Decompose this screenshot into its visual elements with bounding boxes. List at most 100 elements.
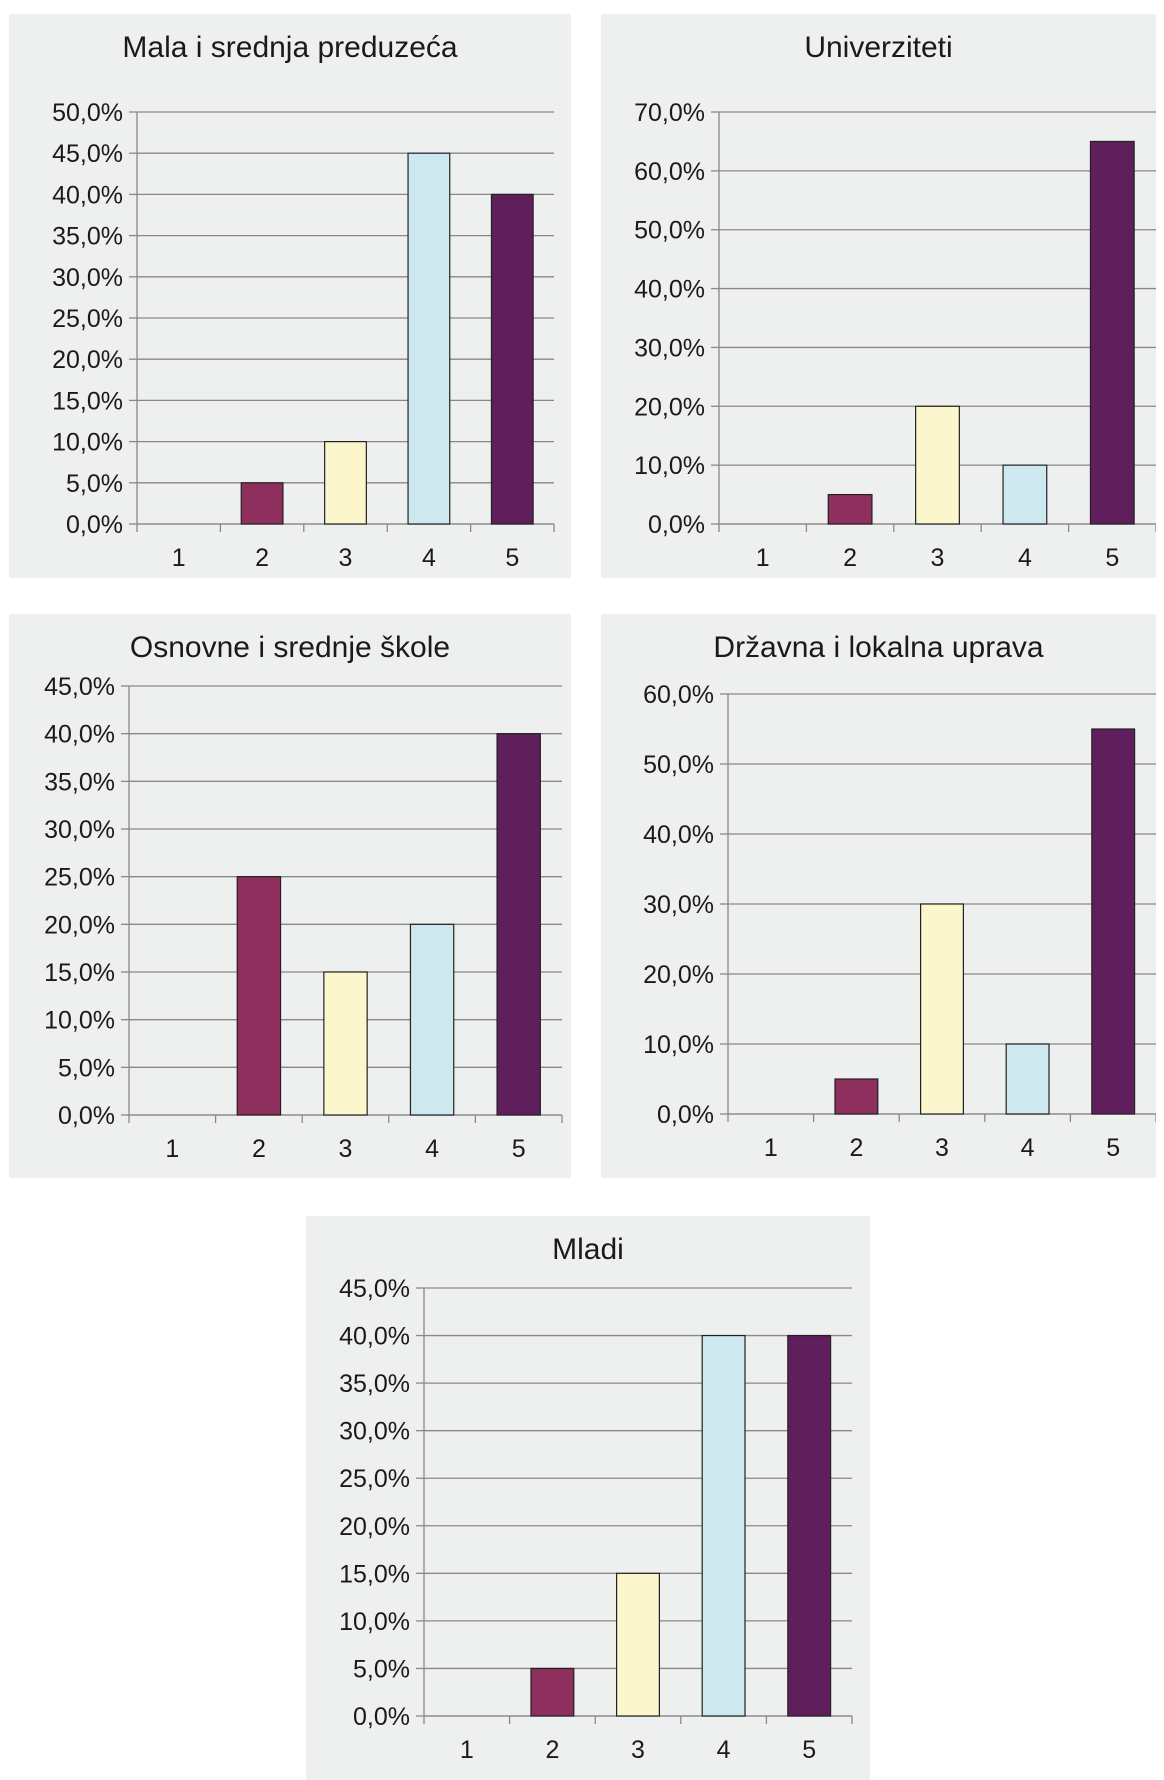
x-tick-label: 3 [339, 1135, 353, 1163]
x-tick-label: 1 [172, 544, 186, 572]
bar-3 [324, 441, 367, 525]
y-tick-label: 15,0% [339, 1560, 410, 1588]
y-tick-label: 40,0% [634, 276, 705, 304]
x-tick-label: 1 [460, 1736, 474, 1764]
bar-2 [240, 482, 284, 525]
y-tick-label: 70,0% [634, 99, 705, 127]
y-tick-label: 0,0% [58, 1102, 115, 1130]
y-tick-label: 30,0% [634, 334, 705, 362]
y-tick-label: 10,0% [339, 1608, 410, 1636]
x-tick-label: 2 [843, 544, 857, 572]
y-tick-label: 25,0% [44, 864, 115, 892]
y-tick-label: 45,0% [44, 673, 115, 701]
bar-5 [787, 1334, 832, 1717]
y-tick-label: 40,0% [339, 1323, 410, 1351]
y-tick-label: 25,0% [52, 305, 123, 333]
y-tick-label: 0,0% [66, 511, 123, 539]
y-tick-label: 20,0% [52, 346, 123, 374]
x-tick-label: 5 [512, 1135, 526, 1163]
x-tick-label: 1 [756, 544, 770, 572]
chart-svg: Osnovne i srednje škole 0,0% 5,0% 10,0% 15,0… [44, 631, 563, 1163]
y-tick-label: 40,0% [44, 721, 115, 749]
bar-4 [407, 152, 451, 525]
bar-4 [1002, 464, 1048, 525]
x-tick-label: 2 [545, 1736, 559, 1764]
chart-panel-univerziteti: Univerziteti 0,0% 10,0% 20,0% 30,0% 40,0% 50,0… [601, 14, 1156, 578]
y-tick-label: 30,0% [44, 816, 115, 844]
y-tick-label: 20,0% [643, 961, 714, 989]
bar-2 [827, 493, 873, 525]
y-tick-label: 20,0% [634, 393, 705, 421]
y-tick-label: 60,0% [643, 681, 714, 709]
chart-title: Osnovne i srednje škole [130, 631, 450, 664]
y-tick-label: 35,0% [44, 768, 115, 796]
y-tick-label: 30,0% [339, 1418, 410, 1446]
y-tick-label: 20,0% [44, 911, 115, 939]
y-tick-label: 50,0% [52, 99, 123, 127]
x-tick-label: 2 [849, 1134, 863, 1162]
y-tick-label: 10,0% [643, 1031, 714, 1059]
bar-5 [490, 193, 534, 525]
bar-4 [409, 923, 455, 1116]
y-tick-label: 5,0% [353, 1655, 410, 1683]
y-tick-label: 40,0% [52, 181, 123, 209]
chart-title: Mala i srednja preduzeća [122, 31, 458, 64]
x-tick-label: 4 [1018, 544, 1032, 572]
y-tick-label: 60,0% [634, 158, 705, 186]
x-tick-label: 5 [1105, 544, 1119, 572]
y-tick-label: 30,0% [643, 891, 714, 919]
bar-4 [701, 1334, 746, 1717]
bar-3 [616, 1572, 661, 1717]
x-tick-label: 3 [935, 1134, 949, 1162]
bar-5 [1089, 140, 1135, 525]
chart-title: Mladi [552, 1233, 624, 1266]
y-tick-label: 45,0% [339, 1275, 410, 1303]
chart-svg: Mala i srednja preduzeća 0,0% 5,0% 10,0% 15,… [52, 31, 555, 572]
chart-svg: Državna i lokalna uprava 0,0% 10,0% 20,0% 30… [643, 631, 1156, 1162]
y-tick-label: 15,0% [44, 959, 115, 987]
y-tick-label: 15,0% [52, 387, 123, 415]
y-tick-label: 0,0% [657, 1101, 714, 1129]
x-tick-label: 2 [255, 544, 269, 572]
chart-svg: Mladi0,0%5,0%10,0%15,0%20,0%25,0%30,0%35… [339, 1233, 853, 1764]
y-tick-label: 35,0% [339, 1370, 410, 1398]
bar-3 [915, 405, 960, 525]
x-tick-label: 4 [1021, 1134, 1035, 1162]
x-tick-label: 1 [764, 1134, 778, 1162]
x-tick-label: 1 [165, 1135, 179, 1163]
y-tick-label: 40,0% [643, 821, 714, 849]
y-tick-label: 35,0% [52, 223, 123, 251]
y-tick-label: 10,0% [52, 429, 123, 457]
bar-5 [1091, 728, 1136, 1115]
x-tick-label: 5 [802, 1736, 816, 1764]
bar-5 [496, 733, 541, 1116]
x-tick-label: 4 [717, 1736, 731, 1764]
y-tick-label: 0,0% [353, 1703, 410, 1731]
y-tick-label: 10,0% [44, 1007, 115, 1035]
y-tick-label: 50,0% [634, 217, 705, 245]
bar-2 [834, 1078, 879, 1115]
y-tick-label: 20,0% [339, 1513, 410, 1541]
chart-panel-drzavna-i-lokalna-uprava: Državna i lokalna uprava 0,0% 10,0% 20,0% 30… [601, 614, 1156, 1178]
chart-panel-mladi: Mladi 0,0% 5,0% 10,0% 15,0% 20,0% 25,0% 30,0% 35… [306, 1216, 870, 1780]
y-tick-label: 50,0% [643, 751, 714, 779]
x-tick-label: 2 [252, 1135, 266, 1163]
bar-2 [236, 876, 282, 1116]
y-tick-label: 25,0% [339, 1465, 410, 1493]
chart-title: Univerziteti [804, 31, 952, 64]
x-tick-label: 3 [631, 1736, 645, 1764]
bar-4 [1005, 1043, 1050, 1115]
x-tick-label: 4 [425, 1135, 439, 1163]
y-tick-label: 45,0% [52, 140, 123, 168]
y-tick-label: 5,0% [66, 470, 123, 498]
bar-3 [920, 903, 965, 1115]
chart-panel-mala-i-srednja-preduzeca: Mala i srednja preduzeća 0,0% 5,0% 10,0% 15,… [9, 14, 571, 578]
y-tick-label: 0,0% [648, 511, 705, 539]
bar-3 [323, 971, 368, 1116]
y-tick-label: 10,0% [634, 452, 705, 480]
chart-svg: Univerziteti 0,0% 10,0% 20,0% 30,0% 40,0% 50,0… [634, 31, 1156, 572]
x-tick-label: 3 [931, 544, 945, 572]
y-tick-label: 30,0% [52, 264, 123, 292]
x-tick-label: 5 [505, 544, 519, 572]
chart-title: Državna i lokalna uprava [713, 631, 1043, 664]
